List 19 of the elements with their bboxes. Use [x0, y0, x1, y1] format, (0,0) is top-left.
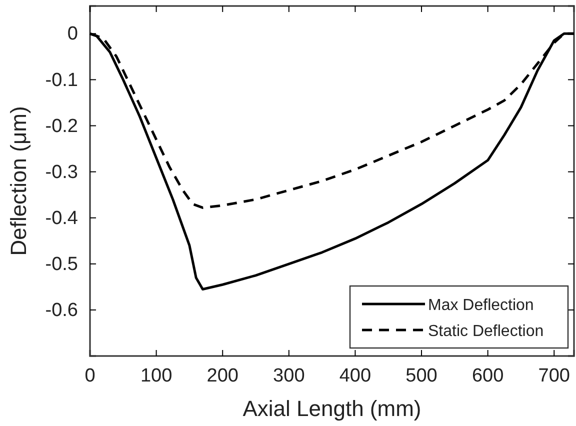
x-axis-title: Axial Length (mm) — [242, 396, 422, 421]
x-tick-label: 100 — [140, 365, 172, 386]
x-tick-label: 200 — [206, 365, 238, 386]
x-tick-label: 0 — [84, 365, 96, 386]
y-tick-label: -0.5 — [45, 254, 78, 275]
y-tick-label: 0 — [67, 24, 78, 45]
y-tick-label: -0.2 — [45, 116, 78, 137]
x-tick-label: 600 — [472, 365, 504, 386]
y-tick-label: -0.6 — [45, 300, 78, 322]
y-tick-label: -0.1 — [45, 70, 78, 91]
x-tick-label: 500 — [406, 365, 438, 386]
legend-label: Static Deflection — [428, 323, 544, 340]
y-tick-label: -0.3 — [45, 162, 78, 183]
y-tick-label: -0.4 — [45, 208, 78, 229]
x-tick-label: 300 — [273, 365, 305, 386]
x-tick-label: 700 — [538, 365, 570, 386]
x-tick-label: 400 — [339, 365, 372, 386]
legend-label: Max Deflection — [428, 297, 534, 314]
y-axis-title: Deflection (μm) — [6, 106, 31, 256]
